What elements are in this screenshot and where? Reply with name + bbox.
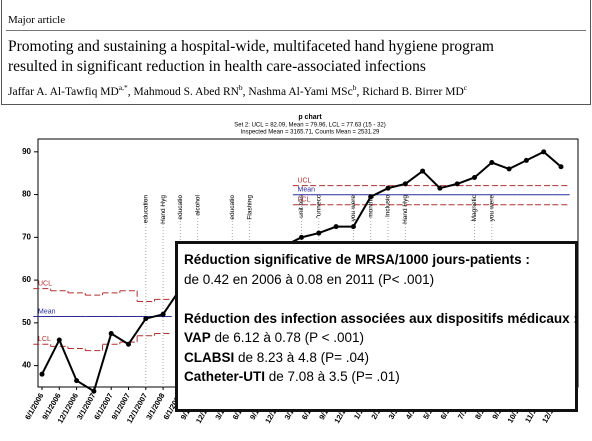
y-tick-label: 40 bbox=[22, 361, 31, 370]
data-point bbox=[420, 168, 426, 174]
title-line: resulted in significant reduction in hea… bbox=[8, 58, 426, 75]
callout-text: de 0.42 en 2006 à 0.08 en 2011 (P< .001) bbox=[184, 271, 435, 287]
data-point bbox=[472, 174, 477, 180]
annotation-label: education bbox=[143, 195, 150, 224]
annotation-label: "unnecc bbox=[316, 194, 323, 218]
spacer bbox=[184, 289, 575, 309]
annotation-label: Hand Hyg bbox=[160, 195, 167, 224]
title-line: Promoting and sustaining a hospital-wide… bbox=[8, 38, 494, 55]
data-point bbox=[316, 230, 322, 236]
annotation-label: you were bbox=[489, 195, 496, 222]
author-name: Jaffar A. Al-Tawfiq MD bbox=[8, 85, 119, 98]
limit-label: UCL bbox=[298, 177, 312, 184]
author-name: Richard B. Birrer MD bbox=[362, 85, 464, 98]
data-point bbox=[143, 316, 149, 322]
annotation-label: you were bbox=[350, 195, 357, 222]
author-affiliation: b bbox=[238, 83, 243, 92]
chart-title: p chart bbox=[298, 114, 322, 121]
data-point bbox=[108, 331, 114, 337]
author-affiliation: a,* bbox=[118, 83, 128, 92]
annotation-label: unit bas bbox=[298, 194, 305, 218]
item-term: VAP bbox=[184, 330, 211, 345]
annotation-label: monthly bbox=[367, 194, 374, 218]
article-title: Promoting and sustaining a hospital-wide… bbox=[8, 37, 494, 77]
item-text: de 6.12 à 0.78 (P < .001) bbox=[214, 330, 365, 345]
authors: Jaffar A. Al-Tawfiq MDa,*, Mahmoud S. Ab… bbox=[8, 83, 468, 98]
author-affiliation: c bbox=[463, 83, 468, 92]
data-point bbox=[299, 234, 304, 240]
data-point bbox=[523, 157, 529, 163]
item-text: de 8.23 à 4.8 (P= .04) bbox=[238, 349, 369, 365]
limit-label: Mean bbox=[298, 187, 316, 194]
y-tick-label: 50 bbox=[22, 318, 31, 327]
callout: Réduction significative de MRSA/1000 jou… bbox=[175, 241, 578, 412]
callout-item: CLABSI de 8.23 à 4.8 (P= .04) bbox=[184, 348, 575, 368]
data-point bbox=[74, 378, 80, 384]
data-point bbox=[39, 371, 45, 377]
chart-subtitle: Set 2: UCL = 82.09, Mean = 79.96, LCL = … bbox=[234, 123, 386, 129]
section-label: Major article bbox=[8, 14, 66, 26]
annotation-label: Inclusio bbox=[385, 195, 392, 217]
item-text: de 7.08 à 3.5 (P= .01) bbox=[268, 369, 400, 384]
item-term: CLABSI bbox=[184, 349, 235, 365]
y-tick-label: 70 bbox=[22, 232, 31, 241]
callout-item: Catheter-UTI de 7.08 à 3.5 (P= .01) bbox=[184, 367, 575, 387]
y-tick-label: 90 bbox=[22, 147, 31, 156]
limit-label: Mean bbox=[38, 308, 56, 315]
y-tick-label: 60 bbox=[22, 275, 31, 284]
data-point bbox=[350, 224, 356, 230]
callout-items: VAP de 6.12 à 0.78 (P < .001) CLABSI de 8… bbox=[184, 328, 575, 387]
rule bbox=[6, 30, 586, 31]
callout-heading: Réduction significative de MRSA/1000 jou… bbox=[184, 252, 530, 267]
data-point bbox=[489, 160, 495, 166]
data-point bbox=[91, 388, 97, 394]
author-name: Nashma Al-Yami MSc bbox=[248, 85, 353, 98]
annotation-label: Magnetic bbox=[471, 194, 478, 221]
y-tick-label: 80 bbox=[22, 190, 31, 199]
data-point bbox=[368, 194, 374, 200]
data-point bbox=[402, 181, 408, 187]
annotation-label: Hand Hyg bbox=[402, 195, 409, 224]
data-point bbox=[56, 337, 62, 343]
limit-label: LCL bbox=[38, 336, 51, 343]
author-affiliation: b bbox=[352, 83, 357, 92]
data-point bbox=[385, 185, 391, 191]
article-header: Major article Promoting and sustaining a… bbox=[1, 0, 591, 105]
chart-subtitle: Inspected Mean = 3165.71, Counts Mean = … bbox=[241, 130, 380, 136]
data-point bbox=[437, 185, 443, 191]
item-term: Catheter-UTI bbox=[184, 369, 266, 384]
limit-label: UCL bbox=[38, 280, 52, 287]
data-point bbox=[333, 224, 339, 230]
data-point bbox=[454, 181, 460, 187]
data-point bbox=[160, 311, 166, 317]
data-point bbox=[126, 341, 131, 347]
annotation-label: alcohol bbox=[194, 194, 201, 215]
callout-heading: Réduction des infection associées aux di… bbox=[184, 310, 578, 326]
data-point bbox=[506, 166, 512, 172]
annotation-label: Flashing bbox=[246, 195, 253, 220]
annotation-label: educatio bbox=[177, 195, 184, 220]
limit-label: LCL bbox=[298, 197, 311, 204]
author-name: Mahmoud S. Abed RN bbox=[133, 85, 239, 98]
data-point bbox=[541, 149, 547, 155]
data-point bbox=[558, 164, 564, 170]
annotation-label: educatio bbox=[229, 195, 236, 220]
callout-item: VAP de 6.12 à 0.78 (P < .001) bbox=[184, 328, 575, 348]
